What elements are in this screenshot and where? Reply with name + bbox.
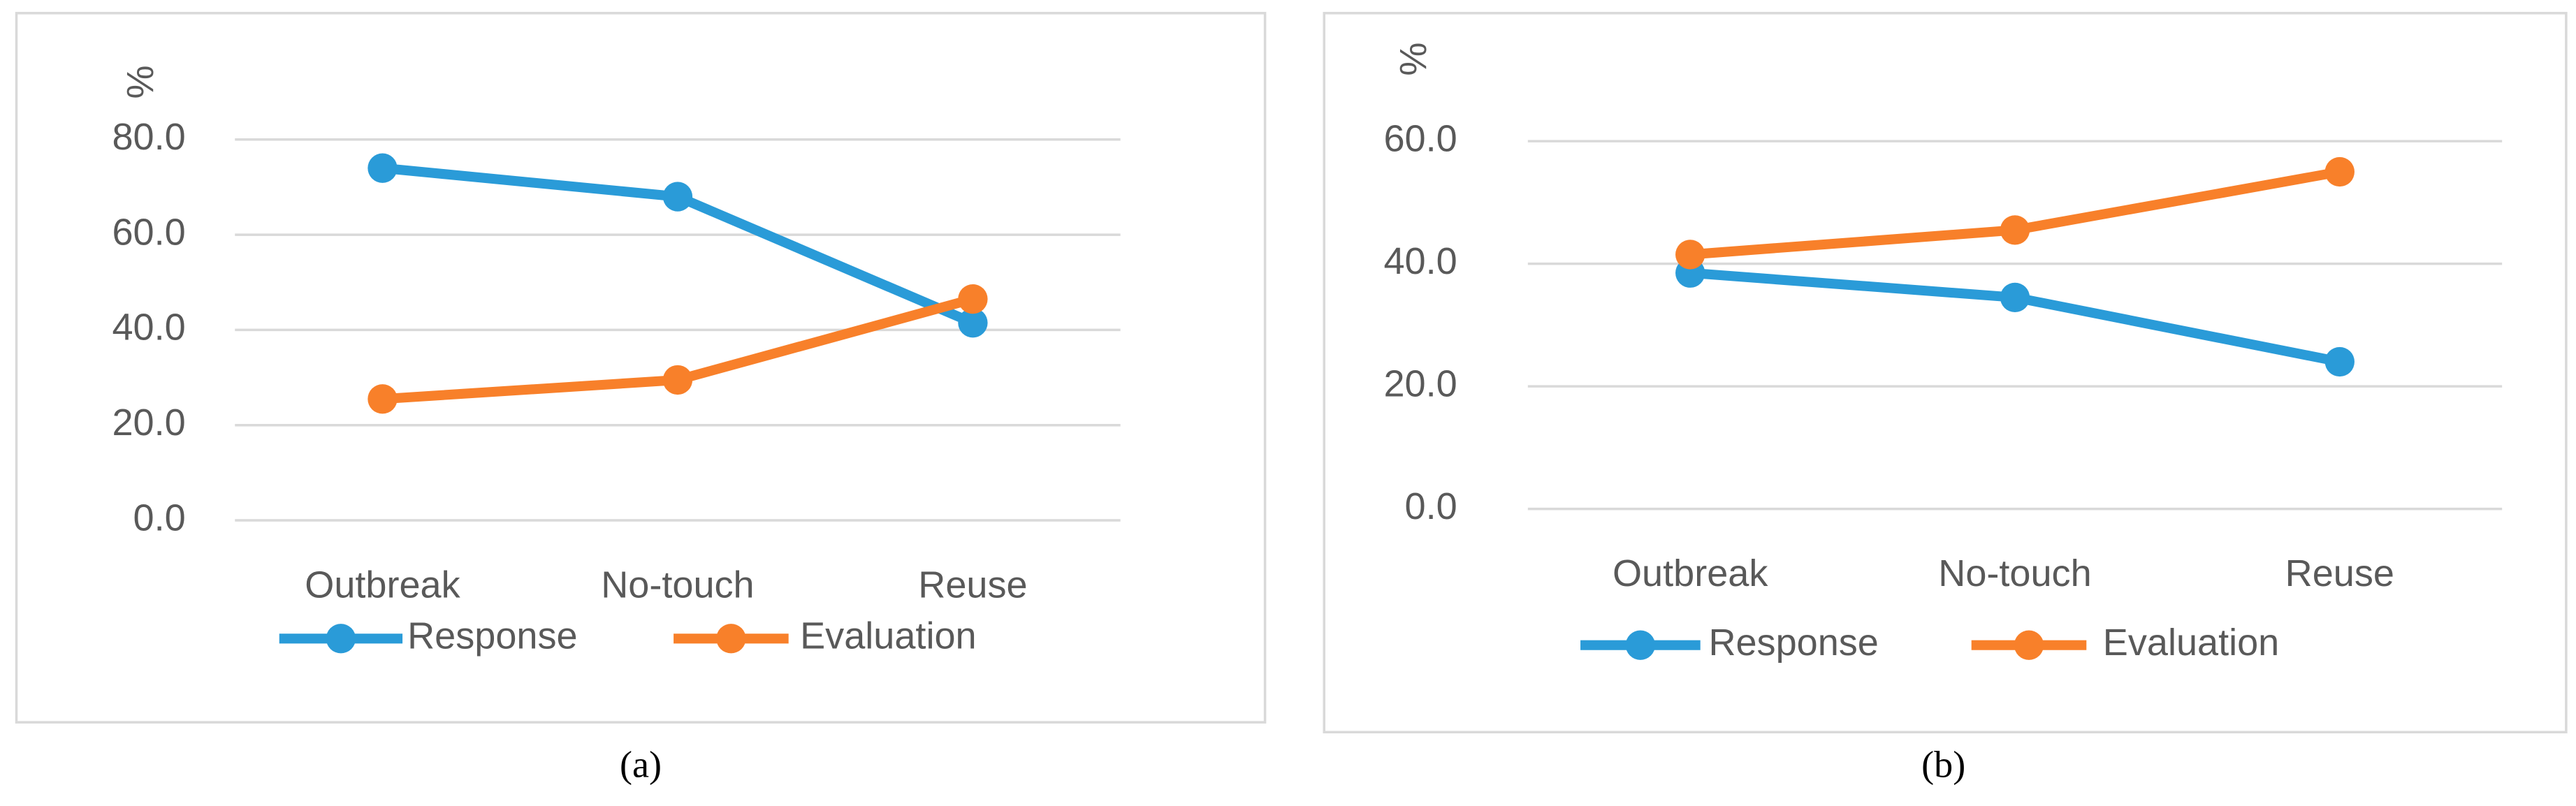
y-tick-label: 20.0 <box>112 402 185 444</box>
data-point <box>368 153 398 183</box>
legend-marker <box>716 624 746 654</box>
y-axis-label: % <box>119 65 161 98</box>
x-tick-label: No-touch <box>601 564 754 606</box>
x-tick-label: Reuse <box>2285 552 2394 594</box>
legend-marker <box>1625 630 1656 660</box>
y-axis-label: % <box>1392 43 1434 76</box>
legend-marker <box>2014 630 2044 660</box>
x-tick-label: No-touch <box>1938 552 2091 594</box>
caption: (a) <box>620 743 662 785</box>
data-point <box>958 284 988 314</box>
y-tick-label: 20.0 <box>1383 362 1457 404</box>
y-tick-label: 0.0 <box>133 497 186 538</box>
chart-frame <box>1323 12 2568 733</box>
data-point <box>1675 240 1705 270</box>
data-point <box>662 182 693 212</box>
y-tick-label: 40.0 <box>1383 240 1457 282</box>
y-tick-label: 60.0 <box>1383 117 1457 159</box>
data-point <box>368 384 398 414</box>
legend-marker <box>326 624 356 654</box>
y-tick-label: 60.0 <box>112 211 185 253</box>
x-tick-label: Reuse <box>918 564 1027 606</box>
x-tick-label: Outbreak <box>1613 552 1768 594</box>
legend-label: Response <box>1708 622 1878 664</box>
y-tick-label: 40.0 <box>112 307 185 349</box>
caption: (b) <box>1921 743 1965 785</box>
legend-label: Evaluation <box>800 615 976 657</box>
data-point <box>662 365 693 395</box>
legend-label: Response <box>407 615 577 657</box>
data-point <box>958 308 988 338</box>
data-point <box>2324 156 2355 187</box>
data-point <box>2000 282 2030 313</box>
x-tick-label: Outbreak <box>305 564 460 606</box>
legend-label: Evaluation <box>2103 622 2279 664</box>
chart-frame <box>15 12 1267 724</box>
data-point <box>2000 215 2030 245</box>
data-point <box>2324 346 2355 377</box>
y-tick-label: 0.0 <box>1405 485 1457 527</box>
y-tick-label: 80.0 <box>112 116 185 158</box>
